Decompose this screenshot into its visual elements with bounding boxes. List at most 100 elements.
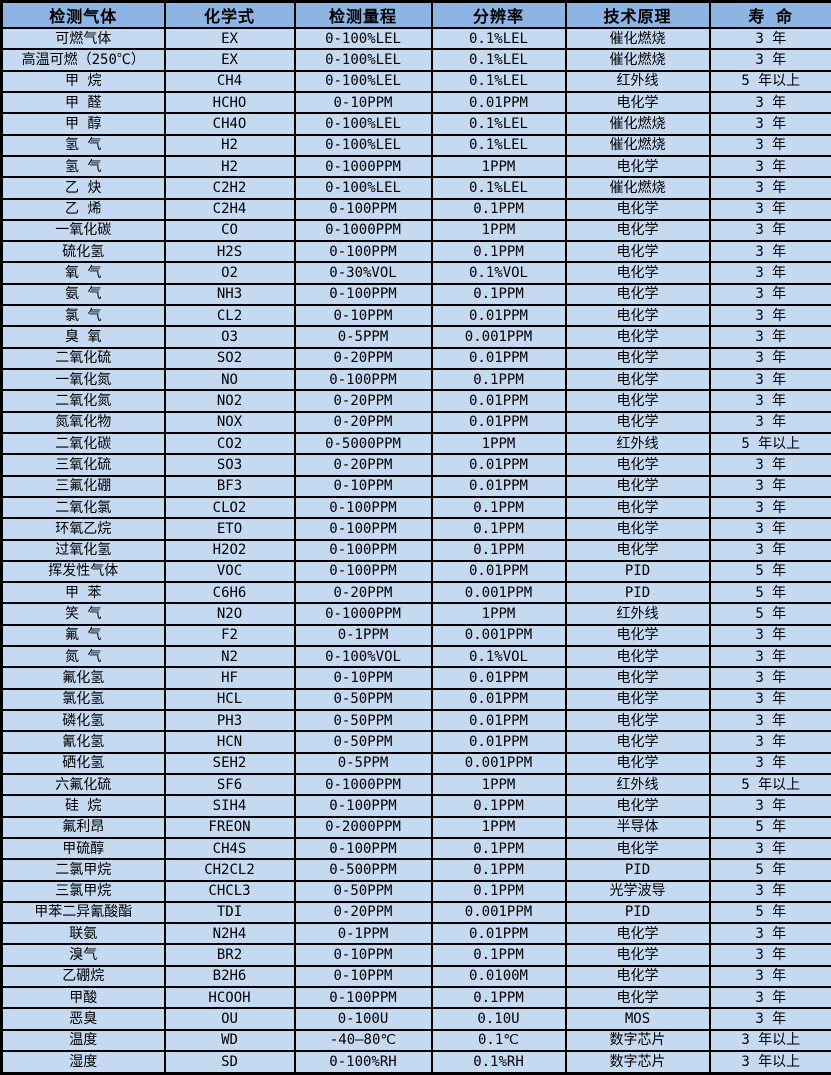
cell-range: 0-100PPM [293, 986, 433, 1010]
table-row: 硒化氢 SEH2 0-5PPM 0.001PPM 电化学 3 年 [0, 751, 831, 775]
table-row: 氯化氢 HCL 0-50PPM 0.01PPM 电化学 3 年 [0, 687, 831, 712]
cell-formula: FREON [163, 815, 296, 839]
cell-principle: 电化学 [564, 730, 711, 754]
table-row: 环氧乙烷 ETO 0-100PPM 0.1PPM 电化学 3 年 [0, 517, 831, 541]
cell-range: 0-20PPM [293, 389, 433, 413]
cell-gas: 硫化氢 [0, 240, 166, 264]
cell-gas: 环氧乙烷 [0, 517, 166, 541]
cell-range: 0-100PPM [293, 517, 433, 541]
cell-principle: 电化学 [564, 964, 711, 989]
cell-range: 0-10PPM [293, 304, 433, 328]
table-row: 可燃气体 EX 0-100%LEL 0.1%LEL 催化燃烧 3 年 [0, 26, 831, 51]
cell-resolution: 0.1PPM [430, 943, 567, 967]
cell-resolution: 1PPM [430, 815, 567, 839]
cell-resolution: 0.1PPM [430, 794, 567, 818]
cell-range: 0-100PPM [293, 836, 433, 861]
cell-formula: SF6 [163, 772, 296, 797]
table-row: 氟利昂 FREON 0-2000PPM 1PPM 半导体 5 年 [0, 815, 831, 839]
cell-range: 0-50PPM [293, 730, 433, 754]
cell-formula: F2 [163, 623, 296, 648]
table-row: 氧 气 O2 0-30%VOL 0.1%VOL 电化学 3 年 [0, 261, 831, 285]
cell-resolution: 0.1PPM [430, 836, 567, 861]
cell-principle: 电化学 [564, 325, 711, 349]
cell-formula: CO2 [163, 431, 296, 456]
cell-formula: CH4O [163, 112, 296, 136]
cell-range: 0-20PPM [293, 346, 433, 371]
cell-resolution: 0.1%LEL [430, 133, 567, 157]
cell-lifespan: 3 年 [708, 389, 831, 413]
table-row: 硅 烷 SIH4 0-100PPM 0.1PPM 电化学 3 年 [0, 794, 831, 818]
cell-gas: 乙 烯 [0, 197, 166, 221]
cell-gas: 挥发性气体 [0, 559, 166, 584]
cell-lifespan: 3 年 [708, 112, 831, 136]
cell-range: 0-100%VOL [293, 645, 433, 669]
cell-gas: 二氧化氯 [0, 495, 166, 520]
cell-gas: 甲 苯 [0, 581, 166, 605]
cell-gas: 一氧化碳 [0, 218, 166, 243]
table-row: 二氧化氯 CLO2 0-100PPM 0.1PPM 电化学 3 年 [0, 495, 831, 520]
cell-range: 0-10PPM [293, 943, 433, 967]
cell-lifespan: 5 年以上 [708, 69, 831, 93]
header-row: 检测气体 化学式 检测量程 分辨率 技术原理 寿 命 [0, 0, 831, 29]
cell-range: 0-100%LEL [293, 112, 433, 136]
cell-resolution: 0.1PPM [430, 986, 567, 1010]
cell-principle: 电化学 [564, 687, 711, 712]
cell-range: 0-100PPM [293, 538, 433, 562]
cell-gas: 氮氧化物 [0, 410, 166, 434]
cell-principle: 电化学 [564, 986, 711, 1010]
cell-resolution: 0.1PPM [430, 517, 567, 541]
cell-gas: 硅 烷 [0, 794, 166, 818]
cell-lifespan: 3 年 [708, 879, 831, 903]
cell-principle: 红外线 [564, 772, 711, 797]
cell-lifespan: 3 年 [708, 197, 831, 221]
cell-gas: 磷化氢 [0, 708, 166, 733]
cell-range: 0-50PPM [293, 879, 433, 903]
cell-gas: 甲硫醇 [0, 836, 166, 861]
cell-principle: 电化学 [564, 90, 711, 115]
table-row: 乙 炔 C2H2 0-100%LEL 0.1%LEL 催化燃烧 3 年 [0, 176, 831, 200]
cell-gas: 三氯甲烷 [0, 879, 166, 903]
cell-formula: HCL [163, 687, 296, 712]
cell-lifespan: 3 年以上 [708, 1028, 831, 1053]
cell-range: 0-100U [293, 1007, 433, 1031]
cell-resolution: 0.01PPM [430, 453, 567, 477]
cell-principle: 催化燃烧 [564, 133, 711, 157]
cell-formula: CH2CL2 [163, 858, 296, 882]
cell-resolution: 1PPM [430, 772, 567, 797]
cell-formula: SIH4 [163, 794, 296, 818]
table-row: 三氧化硫 SO3 0-20PPM 0.01PPM 电化学 3 年 [0, 453, 831, 477]
cell-resolution: 0.001PPM [430, 751, 567, 775]
cell-lifespan: 3 年 [708, 986, 831, 1010]
cell-principle: 电化学 [564, 282, 711, 307]
table-row: 一氧化氮 NO 0-100PPM 0.1PPM 电化学 3 年 [0, 367, 831, 392]
cell-lifespan: 3 年 [708, 325, 831, 349]
cell-gas: 甲 醛 [0, 90, 166, 115]
cell-principle: MOS [564, 1007, 711, 1031]
cell-lifespan: 3 年 [708, 1007, 831, 1031]
cell-gas: 二氧化氮 [0, 389, 166, 413]
cell-lifespan: 3 年 [708, 367, 831, 392]
cell-resolution: 0.01PPM [430, 346, 567, 371]
cell-resolution: 0.1%LEL [430, 26, 567, 51]
cell-formula: TDI [163, 900, 296, 925]
cell-gas: 氯化氢 [0, 687, 166, 712]
cell-resolution: 0.001PPM [430, 581, 567, 605]
cell-range: 0-100%LEL [293, 133, 433, 157]
table-row: 乙 烯 C2H4 0-100PPM 0.1PPM 电化学 3 年 [0, 197, 831, 221]
cell-formula: OU [163, 1007, 296, 1031]
cell-principle: 电化学 [564, 794, 711, 818]
cell-formula: HF [163, 666, 296, 690]
cell-range: 0-20PPM [293, 900, 433, 925]
cell-formula: CL2 [163, 304, 296, 328]
cell-lifespan: 3 年 [708, 26, 831, 51]
cell-resolution: 0.01PPM [430, 474, 567, 498]
cell-range: 0-100%RH [293, 1050, 433, 1075]
cell-gas: 氯 气 [0, 304, 166, 328]
cell-lifespan: 3 年 [708, 495, 831, 520]
cell-range: 0-10PPM [293, 964, 433, 989]
cell-gas: 恶臭 [0, 1007, 166, 1031]
cell-lifespan: 5 年 [708, 815, 831, 839]
cell-range: 0-1000PPM [293, 218, 433, 243]
cell-lifespan: 3 年 [708, 90, 831, 115]
cell-principle: 电化学 [564, 517, 711, 541]
